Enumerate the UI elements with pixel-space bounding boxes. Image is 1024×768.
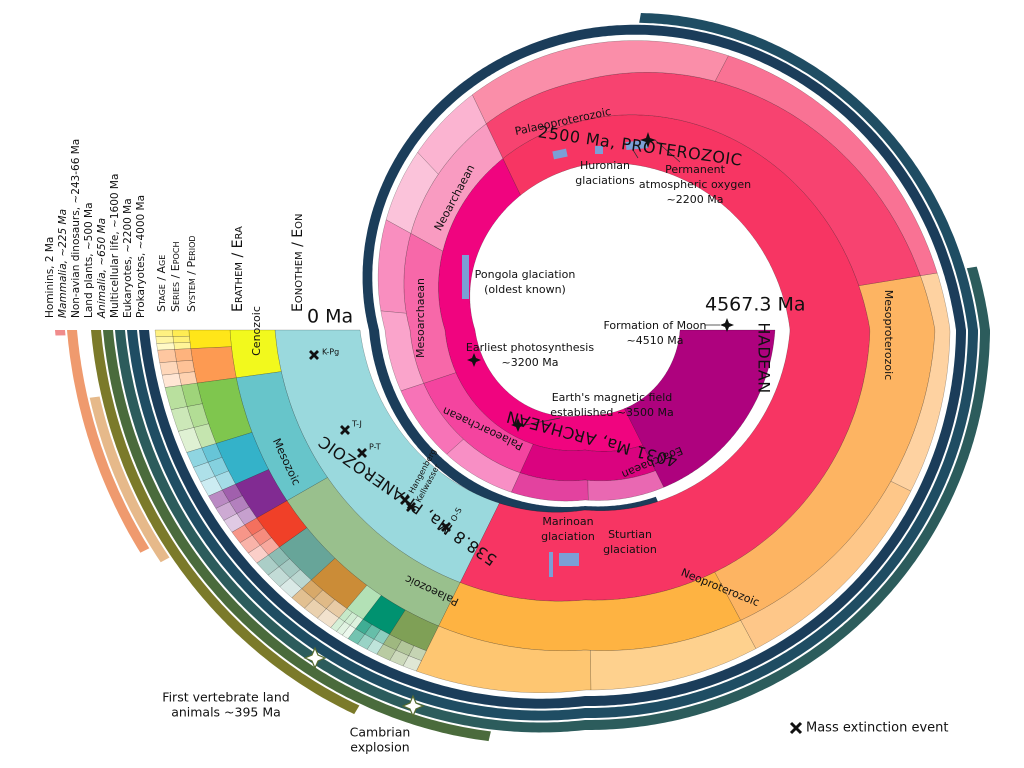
stage-band	[155, 336, 174, 344]
life-range-label: Hominins, 2 Ma	[44, 237, 56, 318]
event-label: established ~3500 Ma	[550, 406, 674, 419]
extinction-label: P-T	[369, 443, 381, 452]
epoch-band	[174, 348, 193, 362]
life-range-band	[55, 330, 66, 336]
event-stars	[303, 132, 734, 718]
event-label: Formation of Moon	[603, 319, 706, 332]
event-label: Huronian	[580, 159, 630, 172]
life-range-band	[103, 330, 491, 742]
glaciation-bar	[625, 140, 649, 150]
stage-band	[156, 342, 175, 351]
life-range-label: Multicellular life, ~1600 Ma	[109, 174, 121, 318]
glaciation-bars	[462, 140, 649, 577]
event-star	[511, 418, 525, 432]
event-label: Earliest photosynthesis	[466, 341, 594, 354]
legend-label: Mass extinction event	[806, 721, 948, 736]
event-label: Marinoan	[542, 515, 593, 528]
extinction-marker	[309, 350, 319, 360]
column-header: Eonothem / Eon	[290, 214, 306, 312]
event-star	[720, 318, 734, 332]
stage-band	[161, 373, 182, 388]
life-range-band	[89, 396, 170, 563]
column-header: Stage / Age	[155, 255, 168, 312]
life-range-label: Non-avian dinosaurs, ~243-66 Ma	[70, 139, 82, 318]
event-star	[640, 132, 656, 148]
extinction-marker	[340, 425, 350, 435]
life-range-label: Mammalia, ~225 Ma	[57, 209, 69, 318]
event-label: Sturtian	[608, 528, 652, 541]
eon-label: HADEAN	[755, 322, 774, 393]
event-label: Earth's magnetic field	[552, 391, 673, 404]
scale-start: 0 Ma	[307, 306, 353, 328]
event-label: Cambrian	[350, 725, 411, 740]
glaciation-bar	[595, 146, 603, 154]
event-label: atmospheric oxygen	[639, 178, 751, 191]
event-star	[303, 646, 327, 670]
event-label: glaciation	[603, 543, 657, 556]
life-range-label: Eukaryotes, ~2200 Ma	[122, 198, 134, 318]
life-range-label: Land plants, ~500 Ma	[83, 202, 95, 318]
event-label: ~3200 Ma	[502, 356, 559, 369]
event-label: glaciation	[541, 530, 595, 543]
extinction-label: T-J	[351, 420, 362, 429]
life-range-label: Prokaryotes, ~4000 Ma	[135, 195, 147, 318]
extinction-marker	[406, 502, 416, 512]
life-range-band	[67, 330, 150, 553]
leader-line	[524, 417, 561, 426]
event-label: Pongola glaciation	[475, 268, 576, 281]
leader-line	[632, 149, 639, 159]
era-label: Mesoarchaean	[414, 278, 427, 358]
period-band	[188, 329, 232, 349]
epoch-band	[172, 335, 191, 344]
era-label: Cenozoic	[250, 306, 263, 356]
event-label: ~2200 Ma	[667, 193, 724, 206]
column-header: System / Period	[185, 235, 198, 312]
epoch-band	[172, 329, 190, 337]
event-star	[401, 694, 425, 718]
life-range-label: Animalia, ~650 Ma	[96, 218, 108, 319]
event-label: ~4510 Ma	[627, 334, 684, 347]
event-label: animals ~395 Ma	[171, 705, 281, 720]
glaciation-bar	[549, 552, 553, 577]
event-label: glaciations	[575, 174, 635, 187]
stage-band	[154, 329, 174, 337]
event-star	[467, 353, 481, 367]
stage-band	[402, 655, 422, 672]
column-header: Series / Epoch	[169, 242, 182, 312]
leader-line	[654, 139, 681, 163]
extinction-marker	[441, 522, 451, 532]
glaciation-bar	[552, 148, 568, 160]
extinction-marker	[357, 448, 367, 458]
stage-band	[157, 349, 177, 363]
event-label: First vertebrate land	[162, 690, 289, 705]
period-band	[190, 346, 237, 384]
period-band	[587, 470, 665, 501]
extinction-label: K-Pg	[322, 348, 339, 357]
glaciation-bar	[559, 553, 579, 566]
eon-band	[624, 329, 776, 488]
event-label: explosion	[350, 740, 409, 755]
scale-end: 4567.3 Ma	[705, 294, 806, 316]
event-label: Permanent	[665, 163, 726, 176]
column-header: Erathem / Era	[230, 226, 246, 312]
legend-marker	[789, 721, 803, 735]
stage-band	[159, 361, 180, 376]
epoch-band	[173, 342, 192, 350]
glaciation-bar	[462, 255, 469, 299]
spiral-bands	[55, 13, 990, 742]
epoch-band	[176, 359, 195, 374]
era-label: Mesoproterozoic	[882, 290, 895, 380]
event-label: (oldest known)	[484, 283, 566, 296]
